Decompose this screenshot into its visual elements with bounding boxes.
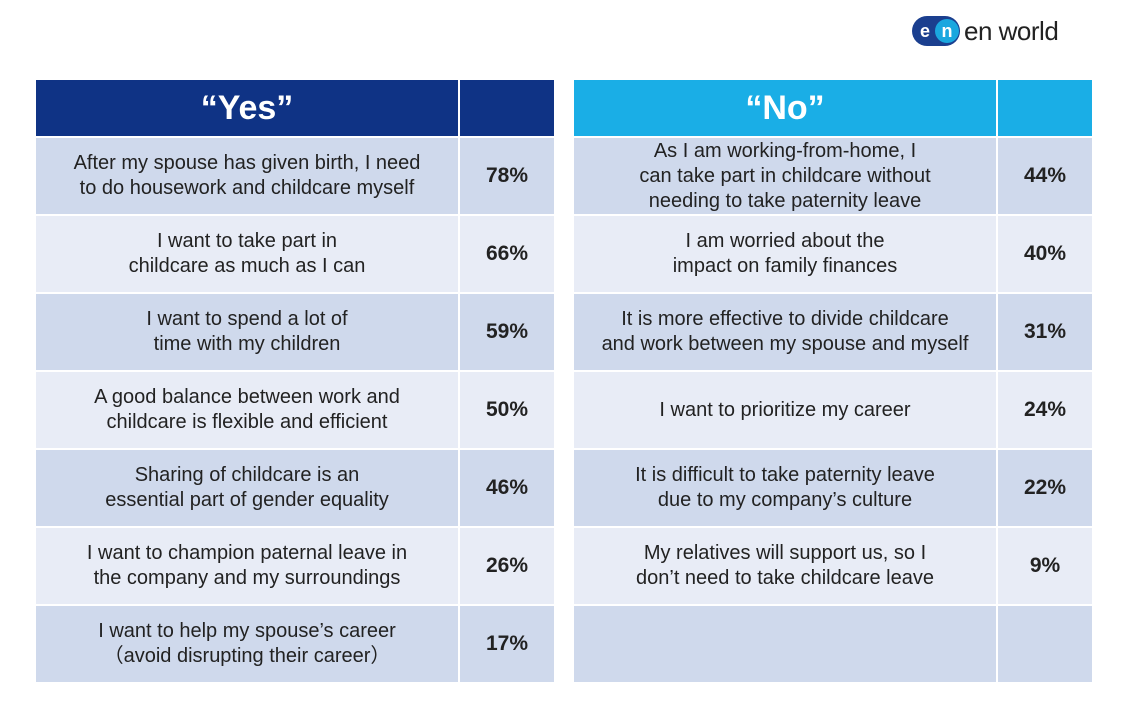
table-row: A good balance between work and childcar… [36, 372, 554, 448]
percent-cell: 24% [998, 372, 1092, 448]
percent-cell [998, 606, 1092, 682]
reason-cell: As I am working-from-home, I can take pa… [574, 138, 996, 214]
reason-cell [574, 606, 996, 682]
percent-cell: 22% [998, 450, 1092, 526]
reason-text: Sharing of childcare is an essential par… [105, 464, 389, 511]
en-world-logo: e n en world [912, 16, 1059, 46]
table-row: My relatives will support us, so I don’t… [574, 528, 1092, 604]
percent-cell: 26% [460, 528, 554, 604]
yes-header: “Yes” [36, 80, 458, 136]
logo-text: en world [964, 16, 1059, 46]
reason-text: My relatives will support us, so I don’t… [636, 542, 934, 589]
reason-text: After my spouse has given birth, I need … [73, 152, 421, 199]
table-row: I want to spend a lot of time with my ch… [36, 294, 554, 370]
reason-text: I want to take part in childcare as much… [128, 230, 366, 277]
reason-cell: It is difficult to take paternity leave … [574, 450, 996, 526]
table-row [574, 606, 1092, 682]
percent-cell: 9% [998, 528, 1092, 604]
percent-cell: 50% [460, 372, 554, 448]
percent-cell: 46% [460, 450, 554, 526]
reason-text: I want to help my spouse’s career （avoid… [98, 620, 396, 667]
table-row: After my spouse has given birth, I need … [36, 138, 554, 214]
table-row: It is more effective to divide childcare… [574, 294, 1092, 370]
table-row: I want to take part in childcare as much… [36, 216, 554, 292]
reason-cell: My relatives will support us, so I don’t… [574, 528, 996, 604]
table-row: I want to help my spouse’s career （avoid… [36, 606, 554, 682]
percent-cell: 66% [460, 216, 554, 292]
no-header-row: “No” [574, 80, 1092, 136]
no-header: “No” [574, 80, 996, 136]
reason-cell: I am worried about the impact on family … [574, 216, 996, 292]
percent-cell: 78% [460, 138, 554, 214]
reason-cell: It is more effective to divide childcare… [574, 294, 996, 370]
reason-text: As I am working-from-home, I can take pa… [639, 139, 931, 212]
logo-mark-right: n [935, 19, 959, 43]
reason-cell: I want to champion paternal leave in the… [36, 528, 458, 604]
percent-cell: 59% [460, 294, 554, 370]
table-row: I am worried about the impact on family … [574, 216, 1092, 292]
reason-cell: A good balance between work and childcar… [36, 372, 458, 448]
table-row: It is difficult to take paternity leave … [574, 450, 1092, 526]
reason-cell: After my spouse has given birth, I need … [36, 138, 458, 214]
percent-cell: 17% [460, 606, 554, 682]
no-table: “No” As I am working-from-home, I can ta… [574, 80, 1092, 682]
percent-cell: 44% [998, 138, 1092, 214]
reason-text: It is more effective to divide childcare… [601, 308, 969, 355]
percent-cell: 40% [998, 216, 1092, 292]
reason-cell: I want to help my spouse’s career （avoid… [36, 606, 458, 682]
reason-text: It is difficult to take paternity leave … [635, 464, 935, 511]
reason-text: I want to spend a lot of time with my ch… [146, 308, 348, 355]
reason-cell: I want to take part in childcare as much… [36, 216, 458, 292]
table-row: Sharing of childcare is an essential par… [36, 450, 554, 526]
logo-mark-icon: e n [912, 16, 960, 46]
table-row: I want to champion paternal leave in the… [36, 528, 554, 604]
yes-header-row: “Yes” [36, 80, 554, 136]
yes-header-pct-cell [460, 80, 554, 136]
reason-cell: Sharing of childcare is an essential par… [36, 450, 458, 526]
reason-cell: I want to spend a lot of time with my ch… [36, 294, 458, 370]
no-header-pct-cell [998, 80, 1092, 136]
reason-text: I am worried about the impact on family … [672, 230, 898, 277]
reason-text: I want to champion paternal leave in the… [86, 542, 408, 589]
yes-table: “Yes” After my spouse has given birth, I… [36, 80, 554, 682]
reason-text: A good balance between work and childcar… [94, 386, 400, 433]
logo-mark-left: e [913, 19, 937, 43]
reason-cell: I want to prioritize my career [574, 372, 996, 448]
table-row: As I am working-from-home, I can take pa… [574, 138, 1092, 214]
table-row: I want to prioritize my career 24% [574, 372, 1092, 448]
percent-cell: 31% [998, 294, 1092, 370]
reason-text: I want to prioritize my career [659, 398, 911, 421]
